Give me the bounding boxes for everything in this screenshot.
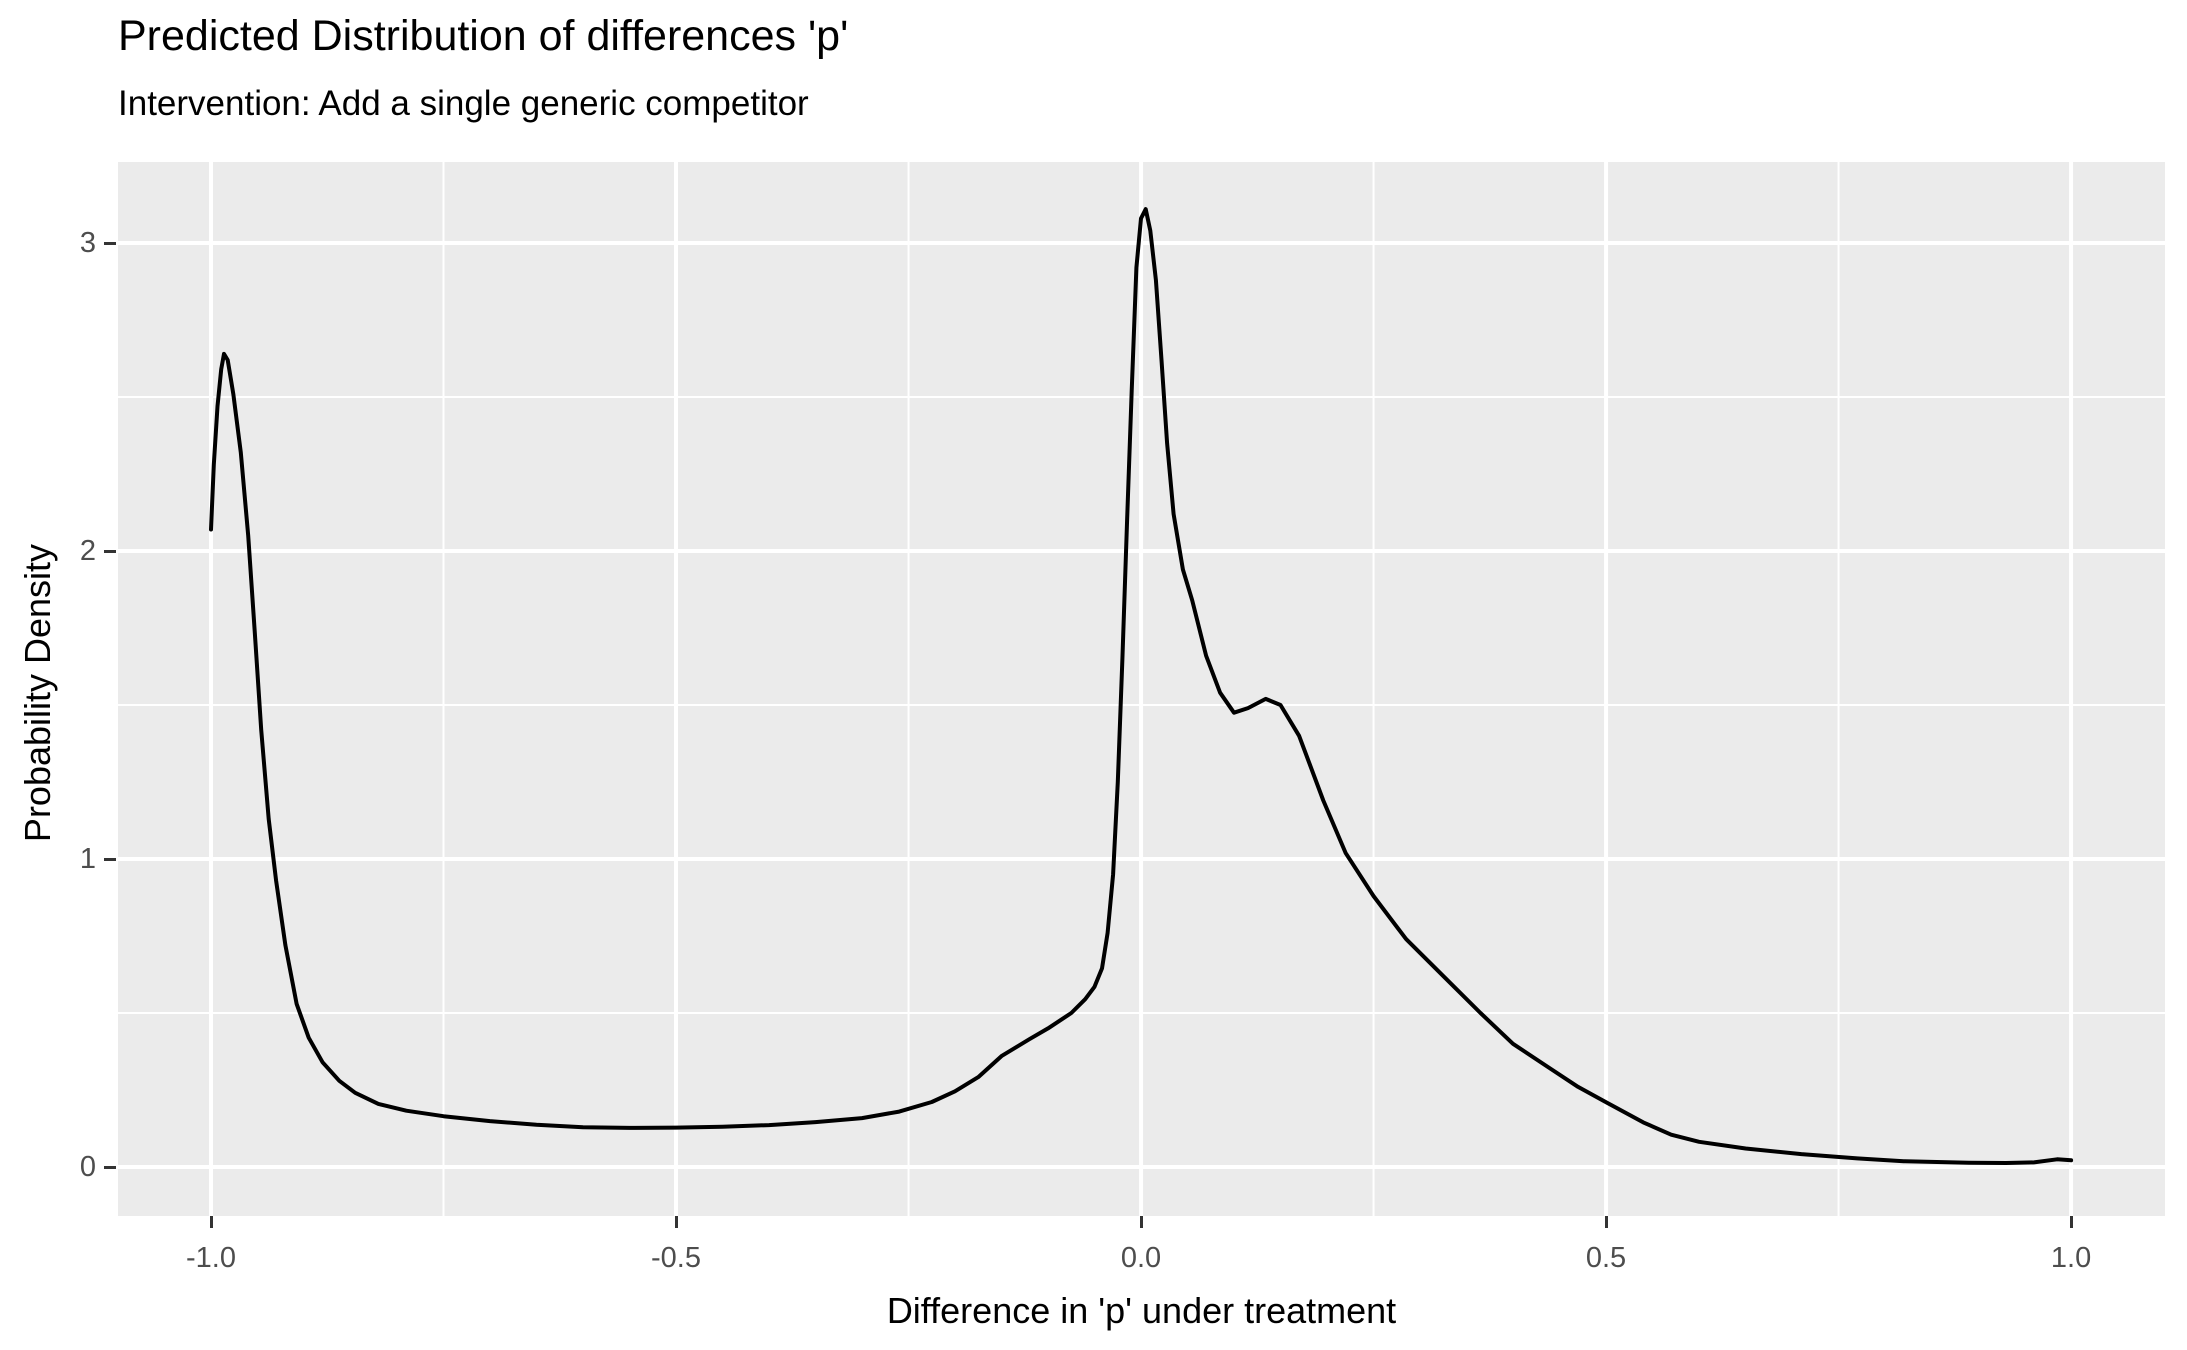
x-tick-label: 0.5 [1585, 1242, 1627, 1274]
plot-subtitle: Intervention: Add a single generic compe… [118, 84, 809, 123]
x-tick-label: -1.0 [186, 1242, 236, 1274]
x-tick-label: -0.5 [651, 1242, 701, 1274]
y-tick-mark [104, 241, 116, 245]
y-tick-label: 1 [79, 842, 96, 875]
plot-panel [118, 162, 2165, 1216]
x-tick-mark [1604, 1216, 1608, 1228]
x-tick-mark [1139, 1216, 1143, 1228]
y-tick-label: 3 [79, 226, 96, 259]
density-plot-canvas [118, 162, 2165, 1216]
x-tick-mark [2069, 1216, 2073, 1228]
y-tick-mark [104, 857, 116, 861]
x-tick-mark [674, 1216, 678, 1228]
x-axis-title: Difference in 'p' under treatment [886, 1290, 1397, 1331]
y-tick-mark [104, 549, 116, 553]
y-tick-label: 2 [79, 534, 96, 567]
x-tick-mark [209, 1216, 213, 1228]
plot-title: Predicted Distribution of differences 'p… [118, 12, 849, 60]
y-tick-mark [104, 1165, 116, 1169]
y-axis-title: Probability Density [17, 543, 58, 843]
y-tick-label: 0 [79, 1150, 96, 1183]
x-tick-label: 1.0 [2050, 1242, 2092, 1274]
x-tick-label: 0.0 [1120, 1242, 1162, 1274]
density-curve [209, 207, 2074, 1165]
